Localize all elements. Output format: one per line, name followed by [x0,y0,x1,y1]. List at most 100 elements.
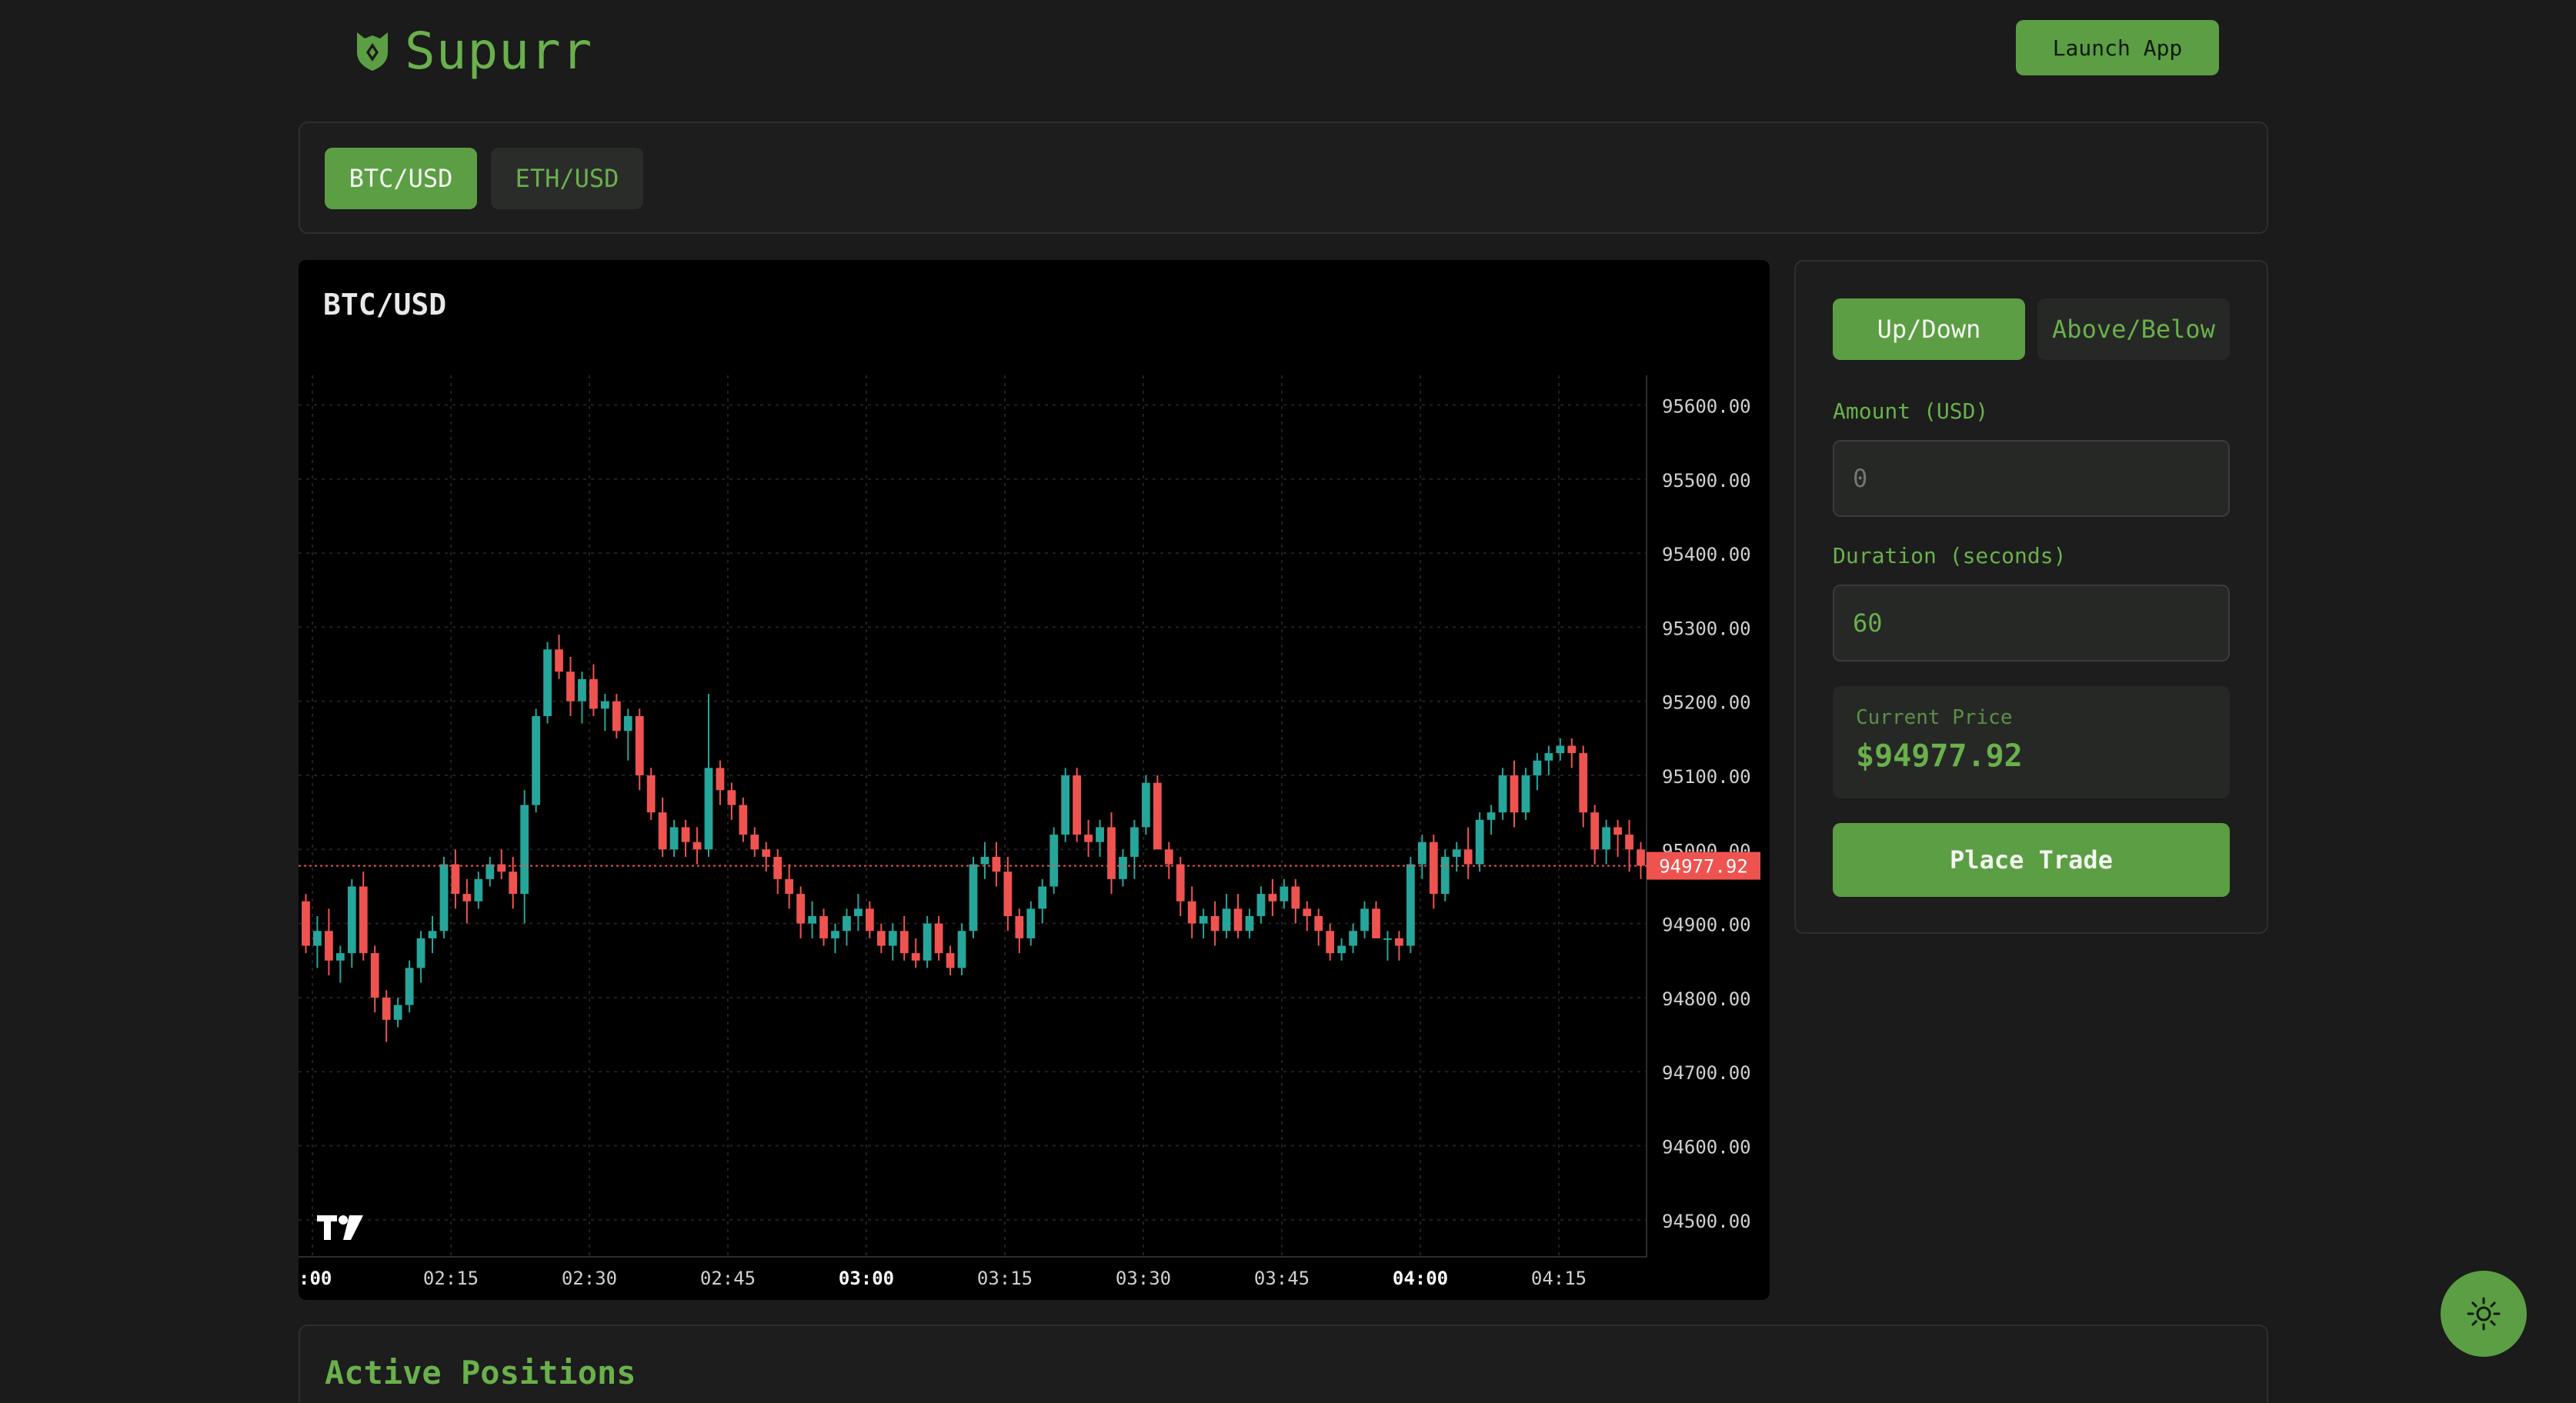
candle-body [716,768,725,791]
candle [1440,849,1450,901]
candle-body [370,953,379,998]
candle-body [1233,908,1243,931]
candle-body [600,701,609,709]
candle [1510,760,1519,828]
price-chart[interactable]: 95600.00 95500.00 95400.00 95300.00 95200.00… [299,260,1770,1300]
candle [1141,775,1150,835]
y-tick-label: 94500.00 [1662,1211,1751,1232]
candle-body [1268,894,1277,901]
candle-body [1303,908,1312,917]
tradingview-logo-icon[interactable] [315,1214,365,1241]
candle-body [1337,945,1346,954]
candle-body [451,864,460,895]
x-tick-label: 03:30 [1116,1268,1171,1289]
candle [1590,805,1600,865]
chart-panel[interactable]: 95600.00 95500.00 95400.00 95300.00 95200.00… [299,260,1770,1300]
candle [532,708,541,813]
candle [866,901,874,938]
x-tick-label: 04:00 [1393,1268,1448,1289]
candle-body [474,878,483,901]
candle [923,916,932,968]
candle-body [497,864,506,872]
candle [831,923,839,954]
candle-body [866,908,874,931]
candle-body [1440,856,1450,895]
candle-body [819,916,828,938]
candle-body [843,916,851,931]
candle [911,938,920,968]
candle [969,856,978,938]
candle [1533,753,1542,791]
candle-body [692,841,702,850]
logo[interactable]: Supurr [354,21,593,81]
x-tick-label: 04:15 [1531,1268,1587,1289]
y-tick-label: 95500.00 [1662,470,1751,492]
x-tick-label: 02:15 [423,1268,479,1289]
active-positions-panel: Active Positions [299,1325,2268,1403]
candle-body [393,1005,402,1020]
candle-body [1637,849,1645,866]
x-tick-label: 02:45 [700,1268,756,1289]
y-tick-label: 95400.00 [1662,544,1751,565]
theme-toggle-button[interactable] [2441,1271,2527,1357]
candle-body [704,768,713,850]
candle-body [566,672,575,702]
x-tick-label: 03:45 [1254,1268,1310,1289]
candle-body [923,923,932,961]
candle-body [1130,827,1139,857]
x-tick-label: 03:00 [839,1268,894,1289]
candle-body [1222,908,1231,931]
candle-body [1372,908,1380,938]
brand-name: Supurr [405,21,593,81]
mode-tab-above-below[interactable]: Above/Below [2037,298,2230,360]
candle-body [1096,827,1104,842]
pair-tab-btc-usd[interactable]: BTC/USD [325,148,477,209]
candle-body [1003,871,1013,917]
candle-body [911,953,920,961]
candle-body [1521,775,1530,813]
candle [1084,819,1093,857]
amount-label: Amount (USD) [1833,398,1989,424]
candle-body [1210,916,1220,931]
candle-body [612,701,621,731]
place-trade-button[interactable]: Place Trade [1833,823,2230,897]
candle [1487,805,1496,835]
launch-app-button[interactable]: Launch App [2016,20,2219,75]
candle [1498,768,1507,820]
candle-body [1314,916,1323,931]
mode-tab-up-down[interactable]: Up/Down [1833,298,2025,360]
candle-body [785,878,794,895]
candle [335,945,345,983]
candle-body [509,871,518,895]
y-tick-label: 95300.00 [1662,618,1751,639]
candle-body [1567,745,1577,754]
candle [843,908,851,946]
candle-body [1176,864,1185,901]
candle [692,827,702,865]
candle-body [1487,812,1496,820]
candle [1429,835,1438,909]
duration-input[interactable] [1833,585,2230,662]
candle-body [992,856,1001,872]
candle [600,694,609,731]
candle-body [1119,856,1127,879]
candle-body [1187,901,1196,924]
candle [1579,745,1588,828]
y-tick-label: 94800.00 [1662,988,1751,1010]
candle [1463,827,1473,879]
candle-body [1452,849,1461,857]
pair-tab-eth-usd[interactable]: ETH/USD [491,148,643,209]
candle-body [739,805,748,835]
candle [1326,923,1335,961]
candle-body [589,678,598,709]
candle-body [1360,908,1369,931]
candle [716,760,725,805]
candle-body [1579,753,1588,813]
y-tick-label: 94700.00 [1662,1062,1751,1084]
candle-body [646,775,656,813]
candle-body [1429,841,1438,895]
candle [612,694,621,738]
y-tick-label: 95200.00 [1662,692,1751,714]
candle [1291,878,1300,924]
amount-input[interactable] [1833,440,2230,517]
